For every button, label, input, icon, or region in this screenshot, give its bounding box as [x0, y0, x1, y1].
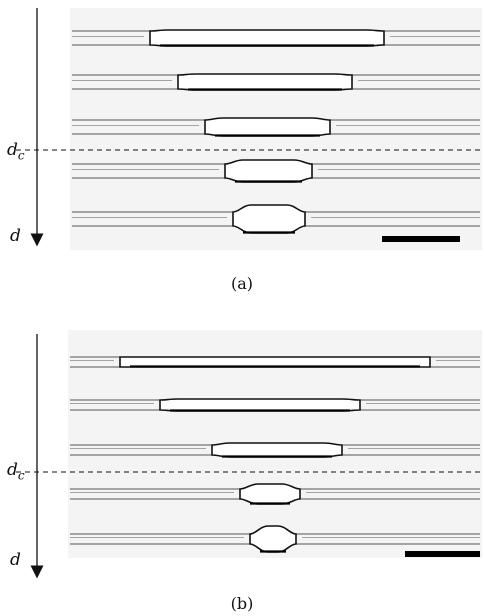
panel-a-d-var: d: [10, 226, 21, 246]
drop-row: [72, 117, 480, 137]
drop-row: [72, 29, 480, 47]
panel-a: [16, 8, 482, 250]
panel-a-d-label: d: [10, 226, 21, 246]
panel-b-d-var: d: [10, 550, 21, 570]
panel-b-drop-rows: [70, 356, 480, 553]
drop-row: [72, 159, 480, 183]
panel-a-scale-bar: [382, 236, 460, 242]
panel-a-drop-rows: [72, 29, 480, 234]
panel-a-dc-var: d: [7, 140, 18, 160]
drop-row: [70, 483, 480, 505]
drop-row: [72, 204, 480, 234]
panel-a-dc-label: dc: [7, 140, 25, 162]
drop-row: [72, 73, 480, 91]
panel-b-dc-label: dc: [7, 460, 25, 482]
panel-a-dc-sub: c: [17, 148, 25, 163]
drop-row: [70, 356, 480, 368]
drop-body: [239, 483, 301, 505]
drop-body: [159, 398, 361, 412]
drop-body: [224, 159, 313, 183]
panel-a-caption: (a): [230, 274, 254, 293]
drop-row: [70, 442, 480, 458]
drop-body: [149, 29, 385, 47]
panel-b-dc-sub: c: [17, 468, 25, 483]
panel-b-d-label: d: [10, 550, 21, 570]
drop-body: [177, 73, 353, 91]
drop-body: [249, 525, 297, 553]
drop-row: [70, 525, 480, 553]
drop-body: [211, 442, 343, 458]
drop-body: [204, 117, 331, 137]
panel-b-caption: (b): [230, 594, 254, 613]
panel-b-dc-var: d: [7, 460, 18, 480]
panel-b-scale-bar: [405, 551, 480, 557]
drop-row: [70, 398, 480, 412]
drop-body: [232, 204, 306, 234]
panel-b: [16, 330, 482, 579]
